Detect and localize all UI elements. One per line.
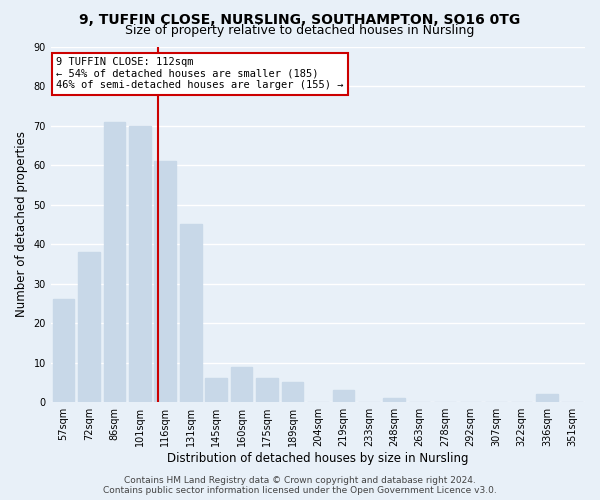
- Text: 9, TUFFIN CLOSE, NURSLING, SOUTHAMPTON, SO16 0TG: 9, TUFFIN CLOSE, NURSLING, SOUTHAMPTON, …: [79, 12, 521, 26]
- Bar: [383, 398, 405, 402]
- Bar: [154, 161, 176, 402]
- Text: 9 TUFFIN CLOSE: 112sqm
← 54% of detached houses are smaller (185)
46% of semi-de: 9 TUFFIN CLOSE: 112sqm ← 54% of detached…: [56, 57, 344, 90]
- Text: Contains HM Land Registry data © Crown copyright and database right 2024.
Contai: Contains HM Land Registry data © Crown c…: [103, 476, 497, 495]
- X-axis label: Distribution of detached houses by size in Nursling: Distribution of detached houses by size …: [167, 452, 469, 465]
- Bar: [536, 394, 557, 402]
- Bar: [180, 224, 202, 402]
- Bar: [129, 126, 151, 402]
- Bar: [256, 378, 278, 402]
- Text: Size of property relative to detached houses in Nursling: Size of property relative to detached ho…: [125, 24, 475, 37]
- Y-axis label: Number of detached properties: Number of detached properties: [15, 132, 28, 318]
- Bar: [205, 378, 227, 402]
- Bar: [78, 252, 100, 402]
- Bar: [281, 382, 303, 402]
- Bar: [231, 366, 253, 402]
- Bar: [104, 122, 125, 402]
- Bar: [53, 300, 74, 402]
- Bar: [332, 390, 354, 402]
